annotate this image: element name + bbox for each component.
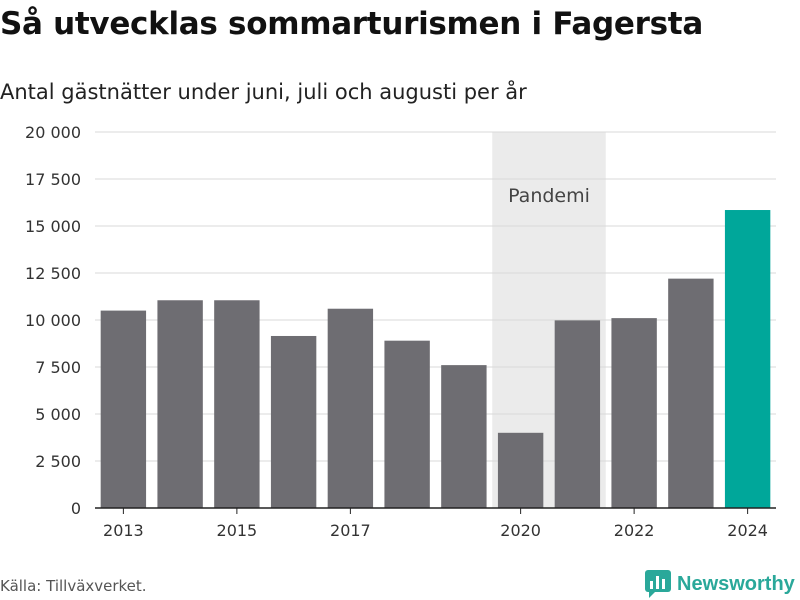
y-tick-label: 2 500: [35, 452, 81, 471]
brand-name: Newsworthy: [677, 572, 795, 595]
y-tick-label: 0: [71, 499, 81, 518]
y-tick-label: 20 000: [25, 123, 81, 142]
x-tick-label: 2015: [217, 521, 258, 540]
x-tick-label: 2024: [727, 521, 768, 540]
y-tick-label: 15 000: [25, 217, 81, 236]
bar-2022: [611, 318, 657, 508]
bar-chart-icon: [645, 570, 671, 598]
y-tick-label: 17 500: [25, 170, 81, 189]
bar-2023: [668, 278, 714, 508]
bar-chart: Pandemi 0 2 500 5 000 7 500 10 000 12 500 15 00…: [25, 123, 776, 540]
y-tick-label: 7 500: [35, 358, 81, 377]
x-tick-label: 2013: [103, 521, 144, 540]
y-tick-label: 10 000: [25, 311, 81, 330]
bar-2020: [497, 432, 544, 508]
source-note: Källa: Tillväxverket.: [0, 577, 147, 595]
bar-2015: [214, 300, 260, 508]
bar-2018: [384, 340, 430, 508]
bar-2019: [441, 365, 487, 508]
x-tick-label: 2022: [614, 521, 655, 540]
bar-2024: [724, 210, 771, 508]
bar-2017: [327, 308, 374, 508]
bar-2016: [270, 335, 317, 508]
x-tick-label: 2017: [330, 521, 371, 540]
x-tick-label: 2020: [500, 521, 541, 540]
bar-2014: [157, 300, 203, 508]
y-tick-label: 5 000: [35, 405, 81, 424]
bar-2021: [554, 320, 601, 508]
chart-subtitle: Antal gästnätter under juni, juli och au…: [0, 80, 527, 104]
bar-2013: [100, 310, 147, 508]
newsworthy-logo[interactable]: Newsworthy: [645, 570, 795, 598]
annotation-label: Pandemi: [508, 185, 590, 207]
y-tick-label: 12 500: [25, 264, 81, 283]
chart-title: Så utvecklas sommarturismen i Fagersta: [0, 6, 703, 42]
